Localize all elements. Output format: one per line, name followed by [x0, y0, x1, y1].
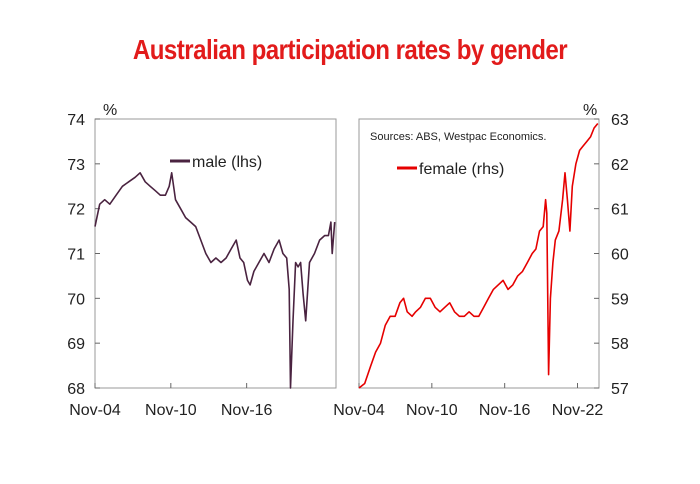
x-tick-label: Nov-16 [221, 402, 273, 419]
source-annotation: Sources: ABS, Westpac Economics. [370, 131, 546, 143]
chart-title: Australian participation rates by gender [132, 34, 568, 65]
y-tick-label: 71 [67, 247, 85, 264]
y-tick-label: 62 [611, 157, 629, 174]
left-x-axis: Nov-04 Nov-10 Nov-16 [69, 383, 273, 419]
x-tick-label: Nov-04 [333, 402, 385, 419]
x-tick-label: Nov-04 [69, 402, 121, 419]
legend-label-male: male (lhs) [192, 154, 262, 171]
y-tick-label: 57 [611, 381, 629, 398]
right-x-axis: Nov-04 Nov-10 Nov-16 Nov-22 [333, 383, 603, 419]
y-tick-label: 73 [67, 157, 85, 174]
y-tick-label: 69 [67, 336, 85, 353]
y-tick-label: 61 [611, 202, 629, 219]
male-series-line [94, 172, 336, 389]
y-tick-label: 70 [67, 291, 85, 308]
left-y-axis: 74 73 72 71 70 69 68 [67, 112, 100, 398]
left-y-unit-label: % [103, 102, 117, 119]
x-tick-label: Nov-22 [552, 402, 604, 419]
y-tick-label: 63 [611, 112, 629, 129]
female-series-line [358, 122, 599, 389]
x-tick-label: Nov-10 [406, 402, 458, 419]
y-tick-label: 59 [611, 291, 629, 308]
left-plot-frame [94, 118, 337, 389]
x-tick-label: Nov-16 [479, 402, 531, 419]
right-plot-frame [358, 118, 600, 389]
y-tick-label: 74 [67, 112, 85, 129]
y-tick-label: 68 [67, 381, 85, 398]
left-panel: 74 73 72 71 70 69 68 Nov-04 Nov-10 Nov-16 % male… [67, 102, 337, 419]
x-tick-label: Nov-10 [145, 402, 197, 419]
right-y-unit-label: % [583, 102, 597, 119]
y-tick-label: 60 [611, 247, 629, 264]
y-tick-label: 72 [67, 202, 85, 219]
right-y-axis: 63 62 61 60 59 58 57 [594, 112, 629, 398]
legend-label-female: female (rhs) [419, 161, 504, 178]
y-tick-label: 58 [611, 336, 629, 353]
